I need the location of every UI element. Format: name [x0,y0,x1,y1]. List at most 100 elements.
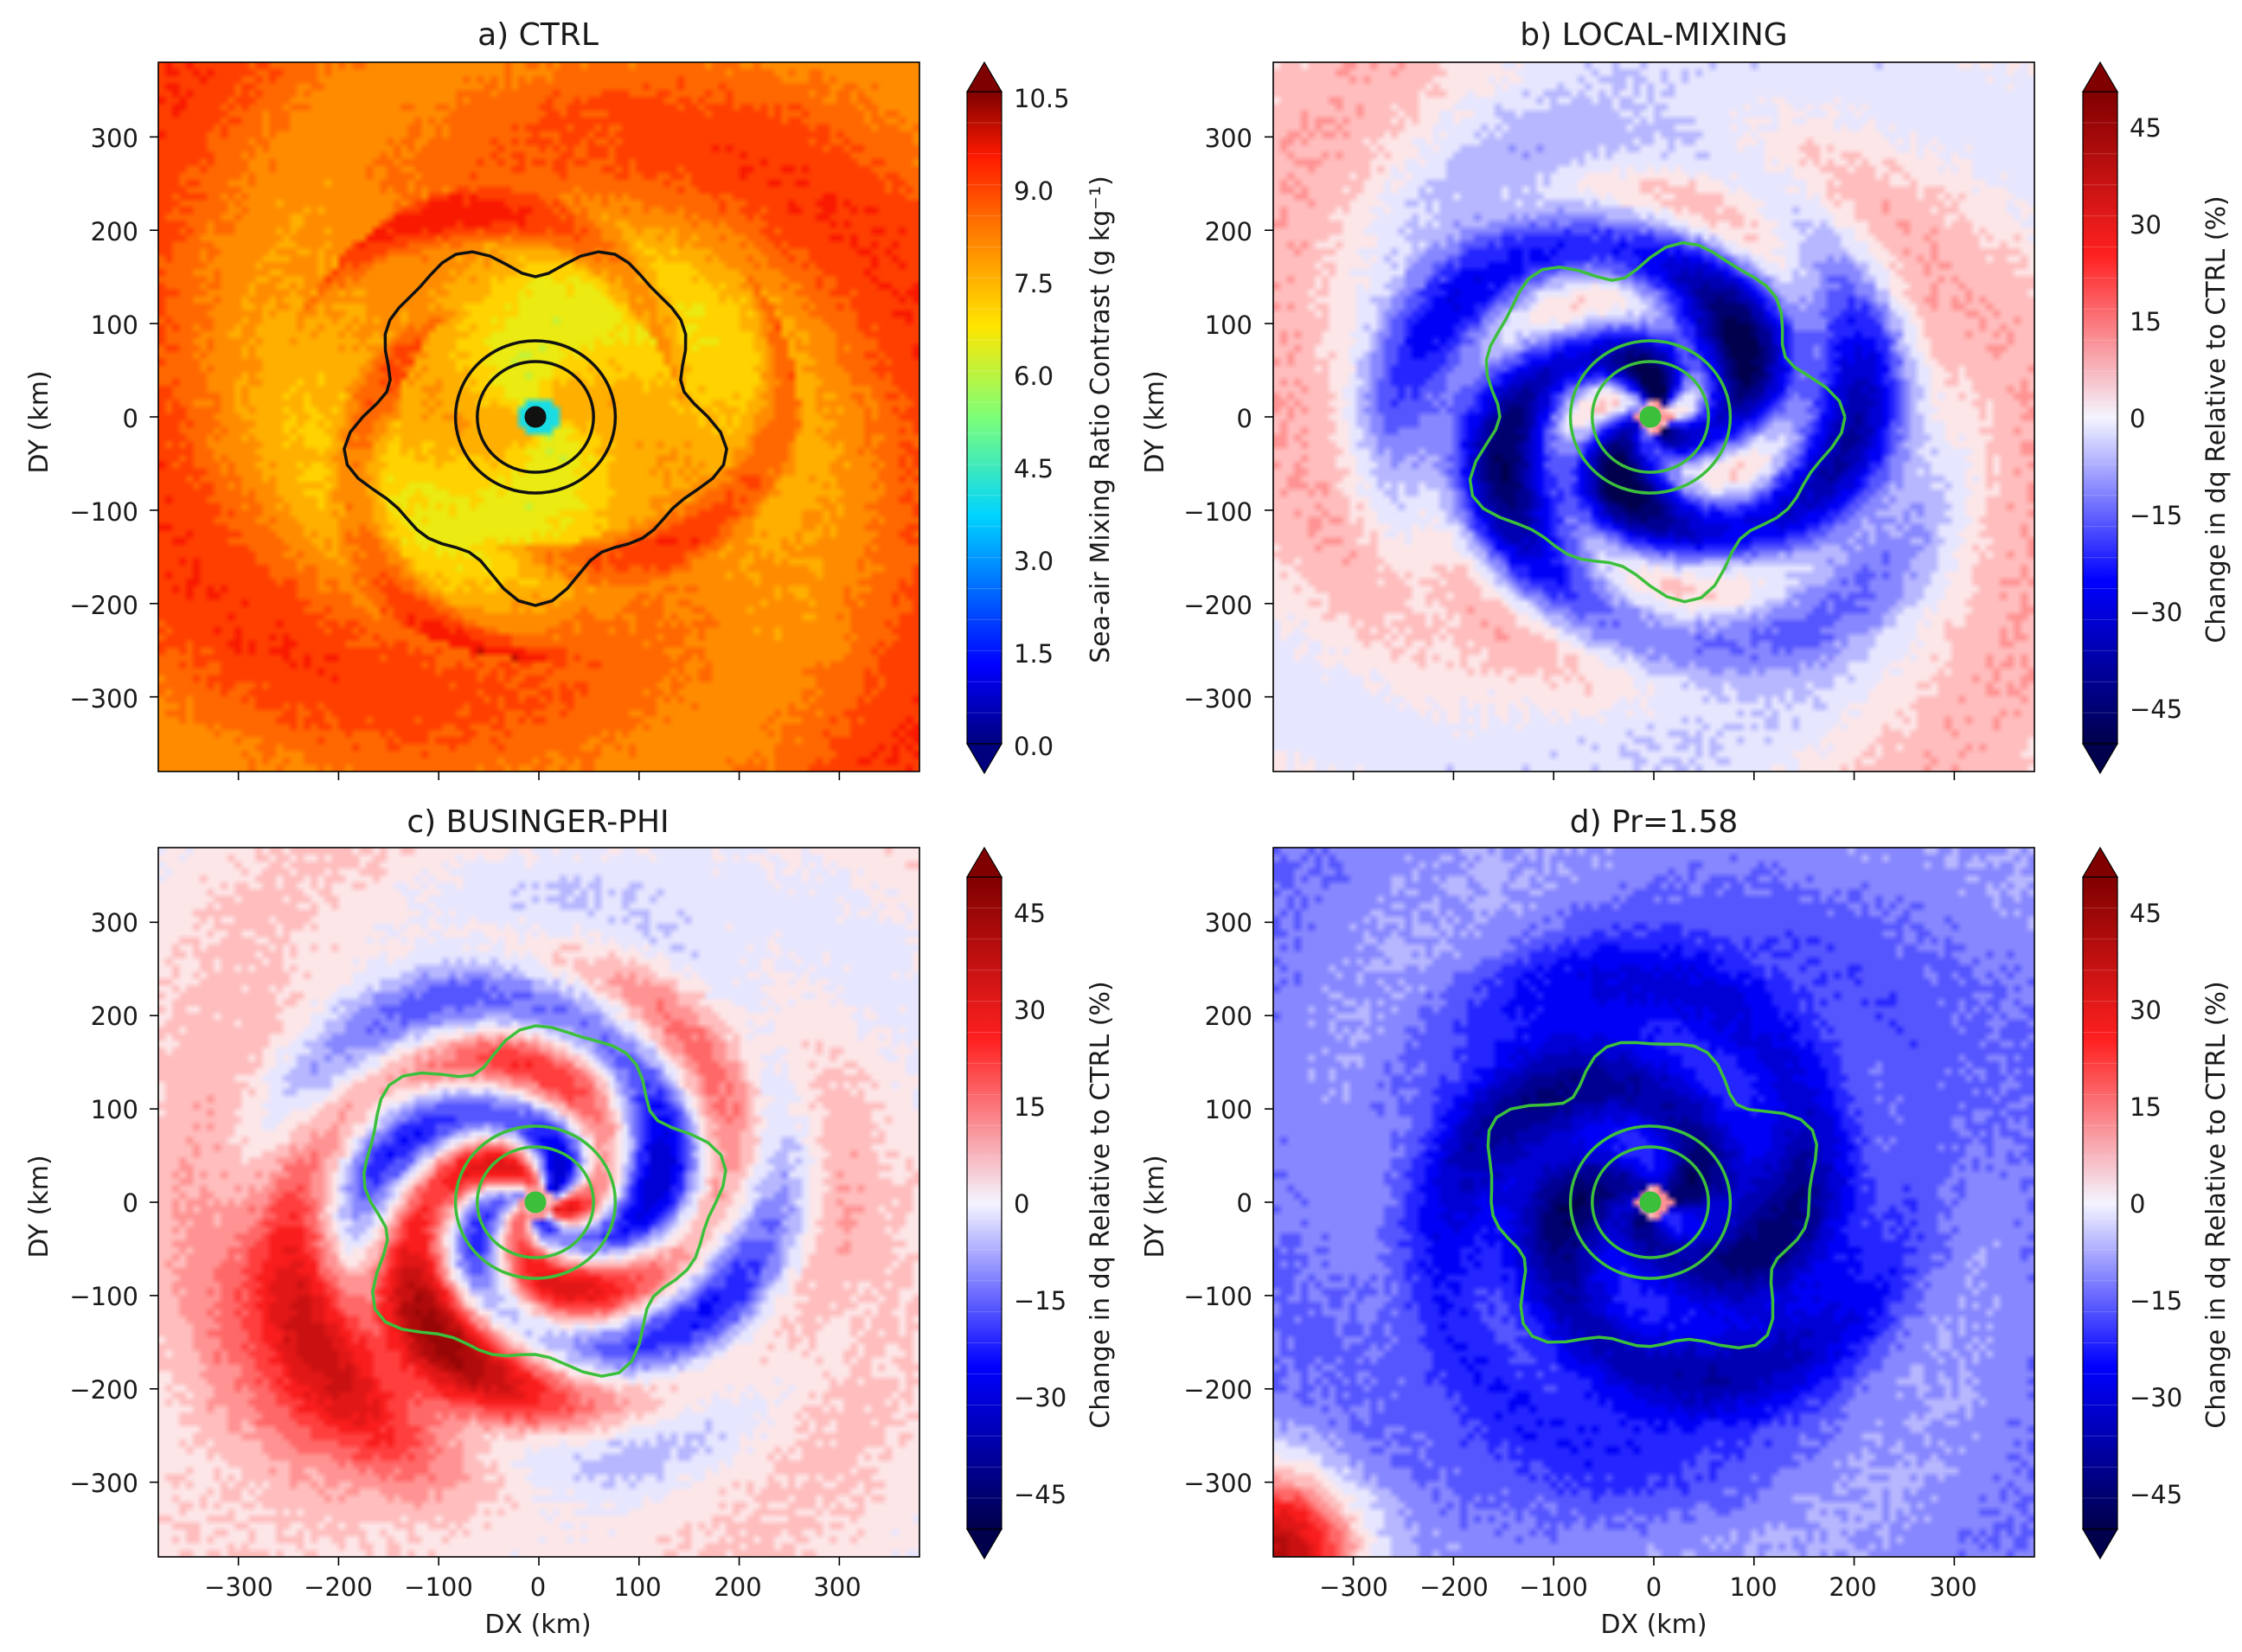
y-tick-label: −300 [1183,1469,1252,1498]
y-tick-label: −200 [69,1375,138,1405]
contour-outer [1468,240,1847,604]
colorbar-extend-bottom [965,1528,1003,1560]
colorbar [2081,846,2119,1560]
panel-ctrl: a) CTRL DY (km) Sea-air Mixing Ratio Con… [24,17,1116,761]
y-tick-label: 300 [1205,124,1252,153]
contour-eye [1639,406,1662,428]
colorbar-extend-bottom [2081,743,2119,775]
colorbar-label: Change in dq Relative to CTRL (%) [2201,195,2232,643]
colorbar [965,61,1003,775]
colorbar-extend-top [2081,846,2119,878]
colorbar-tick-labels: 10.5 9.0 7.5 6.0 4.5 3.0 1.5 0.0 [1014,84,1070,761]
wind-contours [362,1024,727,1378]
y-tick-labels: 300 200 100 0 −100 −200 −300 [69,908,138,1498]
colorbar-tick-labels: 45 30 15 0 −15 −30 −45 [1014,899,1067,1509]
colorbar-tick-label: 6.0 [1014,362,1054,391]
contour-outer [1486,1041,1819,1350]
y-tick-label: 0 [123,1188,138,1218]
y-tick-label: 300 [91,124,138,153]
y-tick-label: −200 [1183,1375,1252,1405]
colorbar-tick-label: 10.5 [1014,84,1070,113]
x-tick-label: 0 [530,1572,546,1602]
wind-contours [343,250,728,607]
y-tick-label: −200 [69,591,138,620]
y-tick-labels: 300 200 100 0 −100 −200 −300 [69,124,138,714]
colorbar-tick-label: 45 [1014,899,1046,928]
y-tick-label: −100 [1183,497,1252,527]
colorbar-tick-label: −15 [1014,1286,1067,1316]
y-tick-label: 100 [1205,311,1252,340]
panel-title: d) Pr=1.58 [1570,804,1739,840]
y-axis-label: DY (km) [24,1155,54,1258]
colorbar-tick-label: 0 [2130,1189,2145,1219]
colorbar [965,846,1003,1560]
contour-middle [1568,1124,1733,1280]
y-tick-label: −300 [69,684,138,714]
colorbar-tick-labels: 45 30 15 0 −15 −30 −45 [2130,899,2182,1509]
colorbar-tick-label: 30 [2130,210,2162,240]
y-tick-label: 0 [1237,404,1252,433]
x-axis-label: DX (km) [484,1610,591,1640]
contour-inner [1591,1145,1710,1259]
y-tick-label: 100 [91,1095,138,1124]
colorbar-extend-bottom [965,743,1003,775]
y-axis-label: DY (km) [1140,370,1170,473]
y-tick-label: 200 [1205,1002,1252,1031]
contour-eye [1639,1191,1662,1213]
colorbar-tick-label: −45 [2130,1480,2182,1509]
colorbar-tick-label: 45 [2130,899,2162,928]
y-tick-label: −300 [69,1469,138,1498]
x-tick-label: −200 [304,1572,373,1602]
colorbar-tick-label: −30 [2130,598,2182,627]
colorbar-tick-label: 1.5 [1014,639,1054,669]
y-tick-label: −100 [69,1282,138,1311]
x-tick-label: 200 [714,1572,761,1602]
colorbar-tick-label: −30 [2130,1383,2182,1412]
contour-inner [476,1145,595,1259]
x-tick-label: −300 [204,1572,273,1602]
contour-inner [1591,360,1710,474]
x-axis-label: DX (km) [1600,1610,1707,1640]
y-tick-label: 300 [1205,908,1252,938]
x-tick-label: 300 [1929,1572,1976,1602]
colorbar-body [966,91,1002,745]
x-tick-label: 0 [1646,1572,1662,1602]
colorbar-tick-label: 15 [1014,1092,1046,1122]
colorbar-tick-label: 15 [2130,307,2162,336]
contour-middle [453,339,618,495]
y-tick-label: 0 [123,404,138,433]
wind-contours [1486,1041,1819,1350]
colorbar-extend-bottom [2081,1528,2119,1560]
y-tick-label: 200 [1205,217,1252,247]
colorbar-body [2082,876,2118,1530]
colorbar-tick-label: 45 [2130,113,2162,143]
y-tick-label: −100 [69,497,138,527]
x-tick-label: −100 [1519,1572,1588,1602]
y-tick-label: 0 [1237,1188,1252,1218]
colorbar-body [966,876,1002,1530]
colorbar-tick-label: 0 [2130,404,2145,433]
contour-middle [453,1124,618,1280]
colorbar-tick-label: −45 [1014,1480,1067,1509]
colorbar-tick-label: 9.0 [1014,176,1054,206]
colorbar-tick-label: −45 [2130,695,2182,724]
colorbar-extend-top [965,61,1003,93]
contour-outer [362,1024,727,1378]
colorbar-tick-label: 0.0 [1014,732,1054,761]
colorbar-tick-label: −15 [2130,1286,2182,1316]
colorbar-tick-labels: 45 30 15 0 −15 −30 −45 [2130,113,2182,724]
colorbar-tick-label: 4.5 [1014,454,1054,483]
colorbar [2081,61,2119,775]
x-tick-labels: −300 −200 −100 0 100 200 300 [1319,1572,1977,1602]
y-axis-label: DY (km) [24,370,54,473]
x-tick-label: 100 [613,1572,661,1602]
y-tick-label: 100 [1205,1095,1252,1124]
y-tick-labels: 300 200 100 0 −100 −200 −300 [1183,124,1252,714]
colorbar-extend-top [2081,61,2119,93]
colorbar-tick-label: 7.5 [1014,269,1054,298]
y-tick-label: 300 [91,908,138,938]
x-tick-label: 100 [1729,1572,1777,1602]
y-tick-label: 100 [91,311,138,340]
y-tick-label: −300 [1183,684,1252,714]
